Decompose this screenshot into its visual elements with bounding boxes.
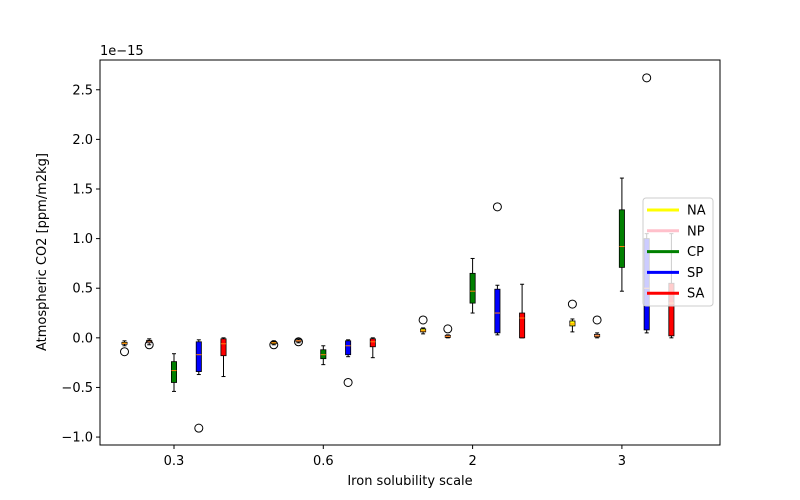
legend-label-NP: NP <box>687 224 705 239</box>
box-NP-3 <box>592 315 602 339</box>
y-tick-label: 0.0 <box>72 331 93 346</box>
box-body <box>220 338 227 357</box>
box-CP-2 <box>469 257 476 314</box>
flier-point <box>144 340 154 350</box>
y-tick-label: 1.0 <box>72 232 93 247</box>
box-CP-3 <box>618 177 625 292</box>
legend-label-SA: SA <box>687 287 704 302</box>
box-body <box>469 272 476 304</box>
box-SP-2 <box>492 202 502 336</box>
x-tick-label: 2 <box>468 454 476 469</box>
box-body <box>195 341 202 372</box>
box-NP-0.3 <box>144 338 154 350</box>
x-tick-label: 0.6 <box>313 454 334 469</box>
box-SP-0.6 <box>343 339 353 387</box>
flier-point <box>567 299 577 309</box>
y-axis-label: Atmospheric CO2 [ppm/m2kg] <box>35 153 50 351</box>
box-NA-0.3 <box>120 340 129 357</box>
box-body <box>170 361 177 383</box>
box-body <box>494 288 501 334</box>
y-tick-label: −1.0 <box>61 431 93 446</box>
flier-point <box>592 315 602 325</box>
y-tick-label: 1.5 <box>72 182 93 197</box>
y-axis: −1.0 −0.5 0.0 0.5 1.0 1.5 2.0 2.5 <box>61 83 100 446</box>
y-tick-label: 2.5 <box>72 83 93 98</box>
box-NP-2 <box>443 324 453 339</box>
legend-label-CP: CP <box>687 245 704 260</box>
flier-point <box>269 340 279 350</box>
box-SP-0.3 <box>194 339 204 433</box>
y-tick-label: −0.5 <box>61 381 93 396</box>
y-tick-label: 0.5 <box>72 282 93 297</box>
flier-point <box>443 324 453 334</box>
box-NA-2 <box>418 315 428 335</box>
x-axis-label: Iron solubility scale <box>347 474 472 489</box>
box-SA-2 <box>519 283 526 339</box>
flier-point <box>294 337 303 347</box>
legend: NA NP CP SP SA <box>642 197 714 307</box>
box-SA-0.6 <box>369 337 376 359</box>
flier-point <box>492 202 502 212</box>
box-body <box>369 338 376 348</box>
legend-label-SP: SP <box>687 266 703 281</box>
x-axis: 0.3 0.6 2 3 <box>164 445 626 469</box>
x-tick-label: 0.3 <box>164 454 185 469</box>
legend-label-NA: NA <box>687 204 706 219</box>
box-CP-0.6 <box>320 345 327 366</box>
box-SA-0.3 <box>220 337 227 378</box>
flier-point <box>120 347 129 357</box>
plot-area <box>120 73 675 433</box>
flier-point <box>418 315 428 325</box>
x-tick-label: 3 <box>618 454 626 469</box>
flier-point <box>194 423 204 433</box>
box-NP-0.6 <box>294 337 303 347</box>
box-NA-0.6 <box>269 340 279 350</box>
axes-frame <box>99 59 721 446</box>
box-body <box>618 209 625 268</box>
box-NA-3 <box>567 299 577 333</box>
box-body <box>345 340 352 356</box>
box-CP-0.3 <box>170 353 177 392</box>
y-tick-label: 2.0 <box>72 133 93 148</box>
box-body <box>519 312 526 339</box>
y-axis-offset-text: 1e−15 <box>100 44 144 59</box>
flier-point <box>343 377 353 387</box>
flier-point <box>642 73 652 83</box>
